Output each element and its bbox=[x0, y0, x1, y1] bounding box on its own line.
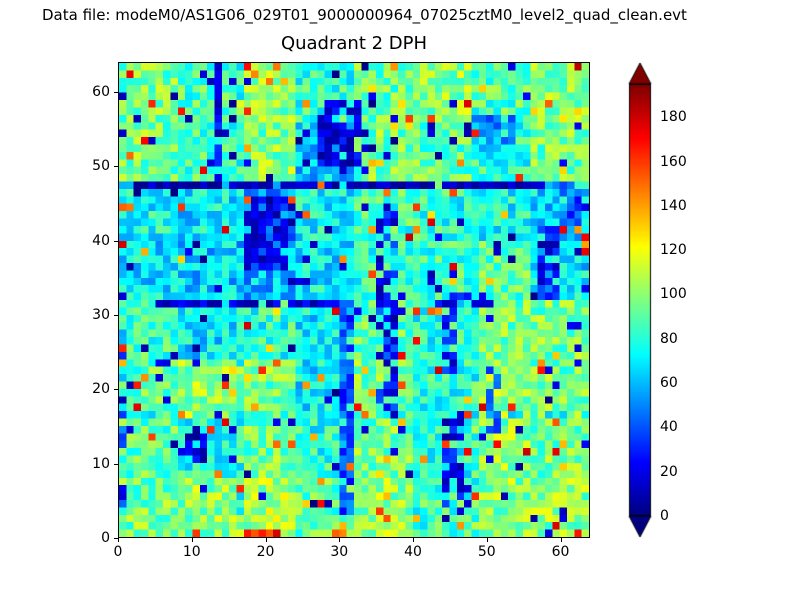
x-tick-mark bbox=[413, 538, 414, 542]
colorbar-tick-label: 180 bbox=[660, 109, 687, 126]
x-tick-label: 30 bbox=[330, 544, 349, 560]
data-file-label: Data file: modeM0/AS1G06_029T01_90000009… bbox=[42, 6, 687, 24]
x-tick-mark bbox=[118, 538, 119, 542]
y-tick-mark bbox=[114, 389, 118, 391]
x-tick-mark bbox=[339, 538, 341, 542]
y-tick-mark bbox=[114, 538, 118, 539]
y-tick-label: 30 bbox=[92, 306, 110, 323]
plot-title: Quadrant 2 DPH bbox=[280, 33, 428, 54]
heatmap-plot-area bbox=[118, 62, 590, 538]
x-tick-mark bbox=[560, 538, 562, 542]
y-tick-mark bbox=[114, 463, 118, 465]
y-tick-mark bbox=[114, 166, 118, 168]
y-tick-label: 20 bbox=[92, 381, 110, 398]
colorbar-tick-label: 0 bbox=[660, 508, 669, 524]
x-tick-label: 20 bbox=[256, 544, 275, 560]
y-tick-mark bbox=[114, 240, 118, 242]
colorbar-tick-label: 100 bbox=[660, 286, 687, 303]
x-tick-mark bbox=[265, 538, 267, 542]
x-tick-label: 60 bbox=[551, 544, 570, 560]
x-tick-label: 10 bbox=[182, 544, 201, 560]
colorbar bbox=[628, 62, 652, 538]
x-tick-mark bbox=[191, 538, 193, 542]
colorbar-tick-label: 20 bbox=[660, 463, 678, 480]
y-tick-mark bbox=[114, 314, 118, 316]
y-tick-mark bbox=[114, 91, 118, 93]
x-tick-mark bbox=[486, 538, 488, 542]
colorbar-tick-label: 120 bbox=[660, 242, 687, 259]
heatmap-canvas bbox=[119, 63, 589, 537]
y-tick-label: 60 bbox=[92, 83, 110, 100]
y-tick-label: 0 bbox=[101, 530, 110, 546]
y-tick-label: 40 bbox=[92, 232, 110, 249]
colorbar-tick-label: 80 bbox=[660, 330, 678, 347]
colorbar-tick-label: 60 bbox=[660, 375, 678, 392]
x-tick-label: 40 bbox=[404, 544, 422, 560]
x-tick-label: 0 bbox=[113, 544, 123, 560]
y-tick-label: 10 bbox=[92, 455, 110, 472]
colorbar-tick-label: 40 bbox=[660, 419, 678, 436]
x-tick-label: 50 bbox=[477, 544, 496, 560]
colorbar-tick-label: 140 bbox=[660, 197, 687, 214]
y-tick-label: 50 bbox=[92, 158, 110, 175]
colorbar-tick-label: 160 bbox=[660, 153, 687, 170]
